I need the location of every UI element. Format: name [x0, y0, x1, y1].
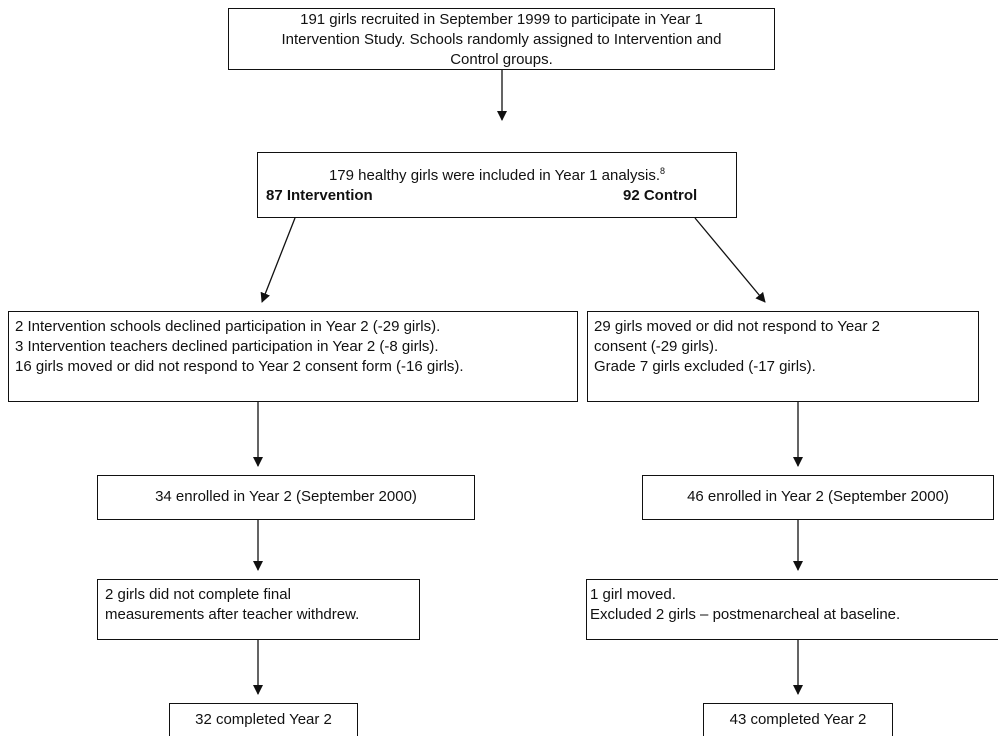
control-exclusion-1: 29 girls moved or did not respond to Yea… — [594, 318, 881, 335]
intervention-incomplete-line-2: measurements after teacher withdrew. — [105, 606, 360, 623]
control-completed-box: 43 completed Year 2 — [703, 703, 893, 736]
control-completed-text: 43 completed Year 2 — [729, 711, 867, 728]
analysis-footnote-marker: 8 — [660, 166, 666, 176]
intervention-exclusions-box: 2 Intervention schools declined particip… — [8, 311, 578, 402]
control-enrolled-text: 46 enrolled in Year 2 (September 2000) — [687, 488, 949, 505]
year1-analysis-box: 179 healthy girls were included in Year … — [257, 152, 737, 218]
control-incomplete-box: 1 girl moved. Excluded 2 girls – postmen… — [586, 579, 998, 640]
analysis-line: 179 healthy girls were included in Year … — [328, 167, 661, 184]
intervention-completed-text: 32 completed Year 2 — [195, 711, 332, 728]
recruitment-box: 191 girls recruited in September 1999 to… — [228, 8, 775, 70]
intervention-exclusion-3: 16 girls moved or did not respond to Yea… — [15, 358, 464, 375]
arrow-analysis-to-right-exclusions — [694, 217, 766, 303]
intervention-enrolled-text: 34 enrolled in Year 2 (September 2000) — [155, 488, 417, 505]
control-exclusion-3: Grade 7 girls excluded (-17 girls). — [594, 358, 816, 375]
control-incomplete-line-1: 1 girl moved. — [590, 586, 676, 603]
analysis-heading: 179 healthy girls were included in Year … — [258, 161, 736, 186]
intervention-incomplete-line-1: 2 girls did not complete final — [105, 586, 291, 603]
intervention-count: 87 Intervention — [266, 187, 373, 204]
intervention-exclusion-2: 3 Intervention teachers declined partici… — [15, 338, 439, 355]
control-enrolled-box: 46 enrolled in Year 2 (September 2000) — [642, 475, 994, 520]
control-count: 92 Control — [623, 187, 698, 204]
recruitment-line-3: Control groups. — [450, 51, 553, 68]
intervention-enrolled-box: 34 enrolled in Year 2 (September 2000) — [97, 475, 475, 520]
intervention-exclusion-1: 2 Intervention schools declined particip… — [15, 318, 441, 335]
intervention-completed-box: 32 completed Year 2 — [169, 703, 358, 736]
control-exclusion-2: consent (-29 girls). — [594, 338, 719, 355]
control-incomplete-line-2: Excluded 2 girls – postmenarcheal at bas… — [590, 606, 901, 623]
arrow-analysis-to-left-exclusions — [260, 217, 296, 303]
control-exclusions-box: 29 girls moved or did not respond to Yea… — [587, 311, 979, 402]
intervention-incomplete-box: 2 girls did not complete final measureme… — [97, 579, 420, 640]
recruitment-line-1: 191 girls recruited in September 1999 to… — [300, 11, 703, 28]
recruitment-line-2: Intervention Study. Schools randomly ass… — [281, 31, 722, 48]
